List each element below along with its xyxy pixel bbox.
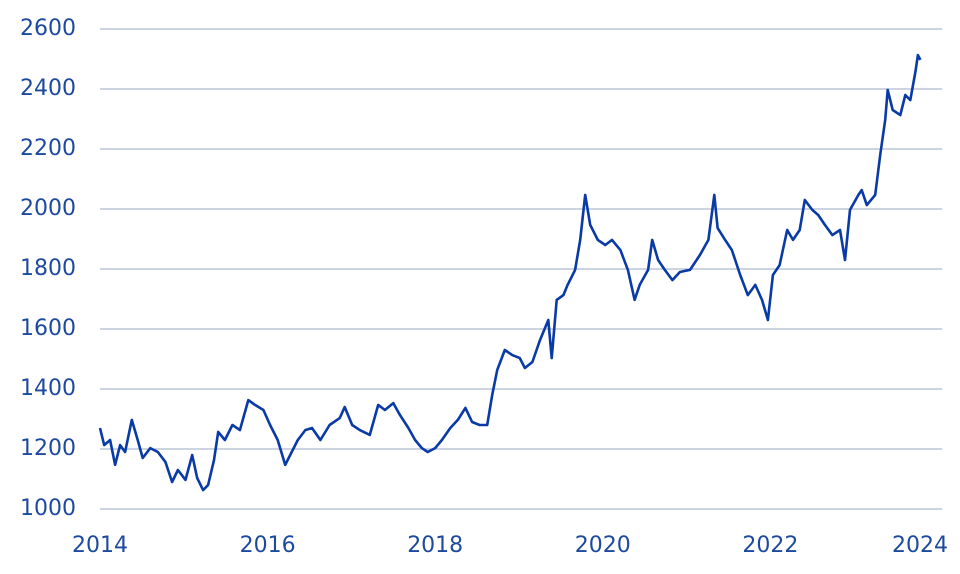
y-tick-label: 1200 bbox=[20, 436, 76, 461]
y-tick-label: 2600 bbox=[20, 16, 76, 41]
data-line bbox=[98, 53, 922, 492]
x-tick-label: 2016 bbox=[240, 533, 296, 558]
x-tick-label: 2024 bbox=[892, 533, 948, 558]
y-tick-label: 2200 bbox=[20, 136, 76, 161]
x-tick-label: 2018 bbox=[407, 533, 463, 558]
y-tick-label: 1000 bbox=[20, 496, 76, 521]
x-tick-label: 2022 bbox=[742, 533, 798, 558]
y-tick-label: 1600 bbox=[20, 316, 76, 341]
x-tick-label: 2020 bbox=[575, 533, 631, 558]
y-tick-label: 1800 bbox=[20, 256, 76, 281]
y-tick-label: 2000 bbox=[20, 196, 76, 221]
y-tick-label: 1400 bbox=[20, 376, 76, 401]
y-tick-label: 2400 bbox=[20, 76, 76, 101]
x-tick-label: 2014 bbox=[72, 533, 128, 558]
